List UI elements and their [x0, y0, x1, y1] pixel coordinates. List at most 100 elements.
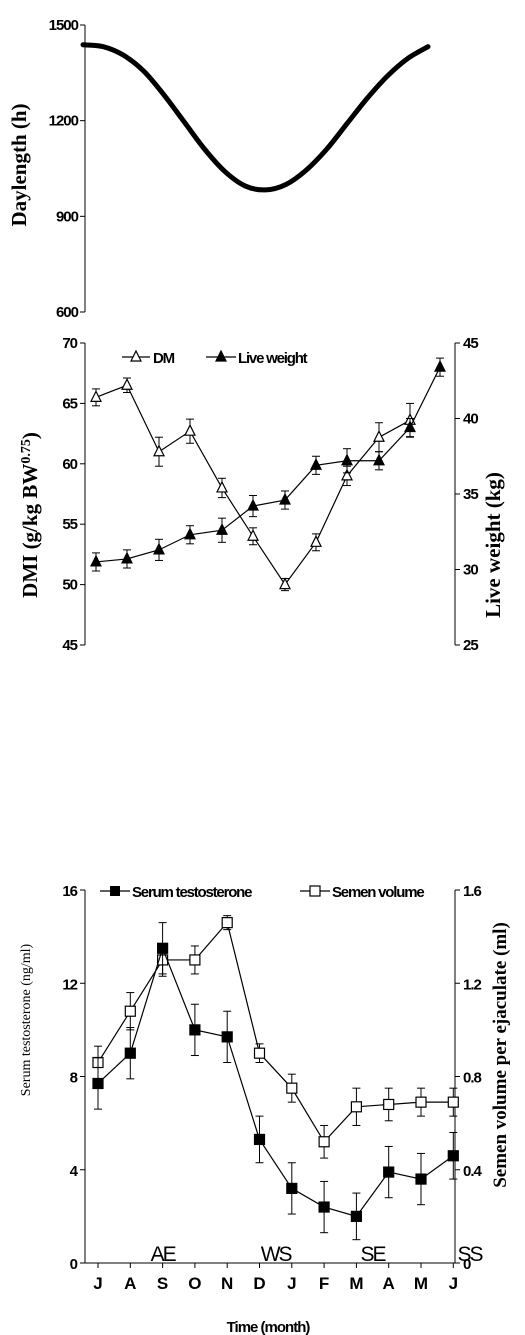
testosterone-point [350, 1210, 362, 1222]
dmi-y-tick-label: 45 [62, 637, 77, 654]
month-label: A [383, 1274, 395, 1293]
dm-point [310, 534, 322, 547]
month-label: D [253, 1274, 265, 1293]
dmi-y-tick-label: 60 [62, 456, 77, 473]
testosterone-y-tick-label: 12 [62, 976, 77, 993]
dm-point [341, 468, 353, 481]
semen-y-tick-label: 0.4 [463, 1163, 483, 1180]
semen-volume-point [350, 1101, 362, 1113]
testosterone-point [383, 1166, 395, 1178]
semen-ylabel: Semen volume per ejaculate (ml) [490, 922, 511, 1188]
dmi-y-tick-label: 55 [62, 516, 77, 533]
testosterone-point [253, 1133, 266, 1146]
daylength-curve [80, 42, 431, 193]
semen-volume-line [97, 921, 454, 1143]
month-label: J [93, 1274, 102, 1293]
month-label: M [414, 1274, 428, 1293]
dm-point [247, 528, 259, 541]
testosterone-point [124, 1047, 136, 1059]
liveweight-point [404, 420, 416, 433]
semen-y-tick-label: 0 [463, 1256, 471, 1273]
liveweight-y-tick-label: 40 [463, 411, 478, 428]
month-label: J [449, 1274, 458, 1293]
semen-volume-point [383, 1098, 395, 1111]
legend-open-square-marker [309, 885, 321, 897]
dm-point [373, 429, 385, 442]
dm-point [279, 577, 291, 590]
daylength-tick-labels: 1500 1200 900 600 [49, 17, 80, 321]
testosterone-point [221, 1031, 233, 1043]
legend-filled-square-marker [110, 886, 120, 896]
liveweight-point [310, 457, 322, 470]
testosterone-point [415, 1173, 427, 1185]
dmi-y-tick-label: 65 [62, 395, 77, 412]
season-marker-ws: WS [261, 1243, 293, 1266]
month-label: S [157, 1274, 168, 1293]
x-axis-title: Time (month) [227, 1319, 311, 1335]
semen-y-tick-label: 1.6 [463, 883, 482, 900]
semen-volume-point [447, 1096, 459, 1108]
dmi-axes [80, 342, 460, 646]
dmi-legend: DM Live weight [122, 349, 309, 367]
testosterone-y-tick-label: 8 [70, 1070, 78, 1087]
liveweight-point [247, 498, 259, 511]
season-marker-ss: SS [457, 1243, 483, 1266]
liveweight-point [373, 453, 385, 466]
semen-volume-point [415, 1096, 427, 1108]
testosterone-point [157, 942, 169, 954]
dmi-y-tick-label: 70 [62, 335, 77, 352]
liveweight-point [90, 554, 102, 567]
liveweight-point [121, 551, 133, 564]
liveweight-point [341, 453, 353, 466]
liveweight-y-tick-label: 45 [463, 335, 478, 352]
dmi-y-tick-label: 50 [62, 577, 77, 594]
testosterone-legend: Serum testosterone Semen volume [100, 884, 426, 901]
dm-point [153, 444, 165, 457]
semen-volume-point [221, 917, 233, 929]
daylength-y-tick-label: 1200 [49, 113, 79, 130]
testosterone-ylabel: Serum testosterone (ng/ml) [19, 943, 34, 1096]
daylength-panel: Daylength (h) 1500 1200 900 600 [7, 17, 431, 321]
month-label: O [188, 1274, 201, 1293]
dmi-liveweight-panel: DMI (g/kg BW0.75) Live weight (kg) 70 65 6… [18, 335, 505, 654]
liveweight-y-tick-label: 35 [463, 486, 478, 503]
month-label: A [124, 1274, 136, 1293]
liveweight-y-tick-label: 25 [463, 637, 478, 654]
testosterone-axes [80, 889, 460, 1268]
liveweight-point [153, 542, 165, 555]
semen-volume-point [286, 1082, 298, 1094]
season-markers: AE WS SE SS [151, 1243, 486, 1266]
legend-semen-label: Semen volume [332, 884, 424, 901]
testosterone-point [189, 1024, 201, 1036]
liveweight-point [184, 527, 196, 540]
semen-volume-point [189, 954, 201, 966]
dm-point [184, 423, 196, 436]
month-label: J [287, 1274, 296, 1293]
daylength-y-tick-label: 600 [56, 304, 79, 321]
legend-filled-triangle-marker [215, 349, 227, 362]
month-label: M [349, 1274, 363, 1293]
testosterone-point [286, 1182, 298, 1195]
legend-dm-label: DM [153, 350, 175, 367]
testosterone-point [92, 1077, 104, 1090]
legend-liveweight-label: Live weight [238, 350, 308, 367]
daylength-ylabel: Daylength (h) [7, 103, 31, 226]
daylength-axes [80, 24, 86, 313]
semen-volume-point [318, 1136, 330, 1148]
testosterone-point [447, 1150, 459, 1162]
daylength-y-tick-label: 900 [56, 208, 79, 225]
testosterone-y-tick-label: 16 [62, 883, 77, 900]
dmi-ylabel: DMI (g/kg BW0.75) [18, 432, 42, 598]
liveweight-point [279, 492, 291, 505]
dm-point [121, 377, 133, 390]
testosterone-line [97, 946, 454, 1218]
daylength-y-tick-label: 1500 [49, 17, 79, 34]
liveweight-line [95, 366, 441, 563]
season-marker-ae: AE [151, 1243, 177, 1266]
liveweight-point [216, 522, 228, 535]
semen-y-tick-label: 1.2 [463, 976, 482, 993]
liveweight-y-tick-label: 30 [463, 562, 478, 579]
dmi-series [90, 357, 446, 592]
semen-volume-point [124, 1005, 136, 1017]
